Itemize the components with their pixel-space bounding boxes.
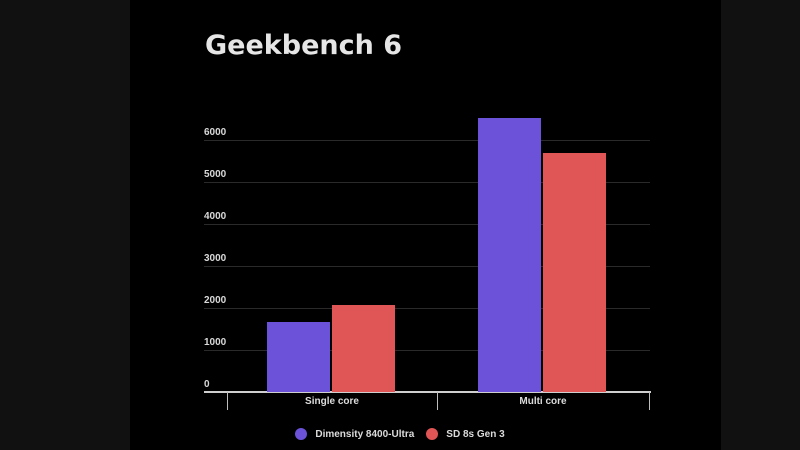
gridline bbox=[204, 182, 650, 183]
gridline bbox=[204, 266, 650, 267]
gridline bbox=[204, 140, 650, 141]
y-tick-label: 1000 bbox=[204, 337, 227, 348]
bar-dimensity-single bbox=[267, 322, 330, 392]
y-tick-label: 3000 bbox=[204, 253, 227, 264]
y-tick-label: 6000 bbox=[204, 127, 227, 138]
legend-item: SD 8s Gen 3 bbox=[426, 428, 505, 440]
legend: Dimensity 8400-Ultra SD 8s Gen 3 bbox=[0, 428, 800, 440]
bar-sd-multi bbox=[543, 153, 606, 392]
legend-dot-icon bbox=[295, 428, 308, 440]
gridline bbox=[204, 224, 650, 225]
legend-label: Dimensity 8400-Ultra bbox=[315, 428, 415, 440]
x-category-label: Single core bbox=[305, 396, 359, 407]
y-tick-label: 5000 bbox=[204, 169, 227, 180]
chart-panel bbox=[130, 0, 721, 450]
x-axis-tick bbox=[227, 392, 228, 410]
chart-title: Geekbench 6 bbox=[205, 30, 403, 61]
bar-dimensity-multi bbox=[478, 118, 541, 392]
x-axis-tick bbox=[649, 392, 650, 410]
legend-item: Dimensity 8400-Ultra bbox=[295, 428, 414, 440]
gridline bbox=[204, 308, 650, 309]
legend-label: SD 8s Gen 3 bbox=[446, 428, 505, 440]
y-tick-label: 0 bbox=[204, 379, 210, 390]
x-axis bbox=[204, 391, 651, 393]
legend-dot-icon bbox=[426, 428, 439, 440]
x-axis-tick bbox=[437, 392, 438, 410]
y-tick-label: 4000 bbox=[204, 211, 227, 222]
bar-sd-single bbox=[332, 305, 395, 392]
gridline bbox=[204, 350, 650, 351]
y-tick-label: 2000 bbox=[204, 295, 227, 306]
x-category-label: Multi core bbox=[519, 396, 567, 407]
